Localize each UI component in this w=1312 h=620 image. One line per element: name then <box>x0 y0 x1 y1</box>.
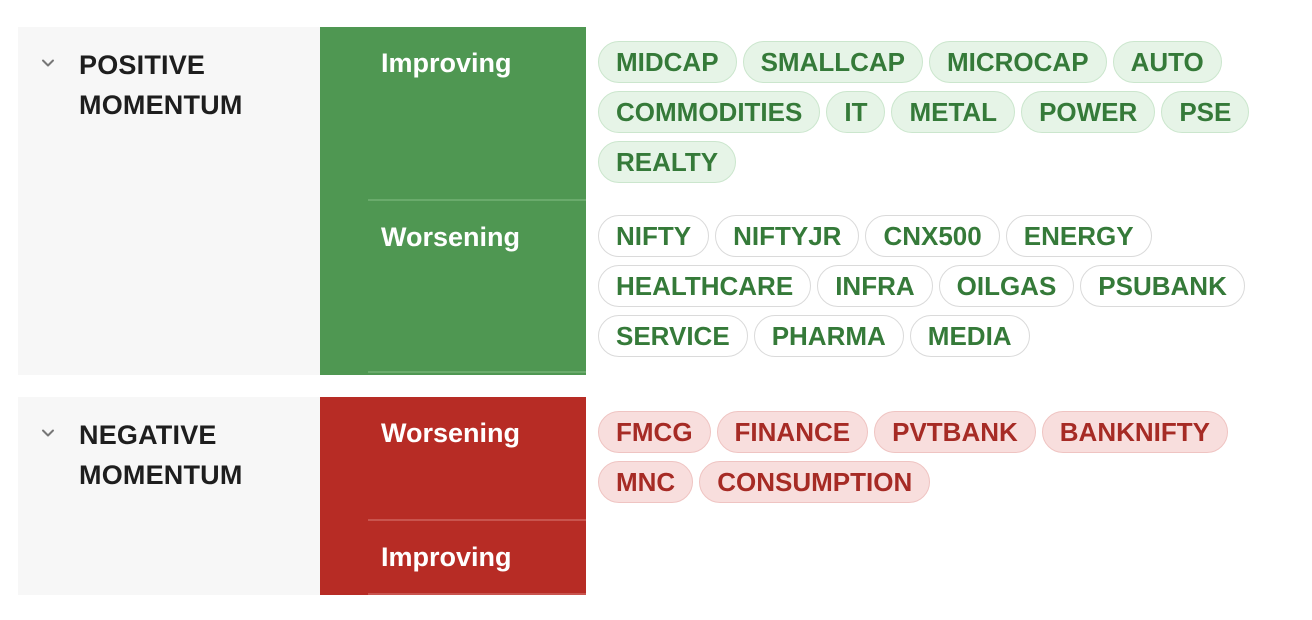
sector-chip[interactable]: PSE <box>1161 91 1250 133</box>
group-label: Worsening <box>381 222 521 252</box>
section-title: NEGATIVE MOMENTUM <box>79 415 243 495</box>
section-title-line2: MOMENTUM <box>79 460 243 490</box>
positive-momentum-header[interactable]: POSITIVE MOMENTUM <box>18 27 320 375</box>
negative-momentum-section: NEGATIVE MOMENTUM Worsening Improving <box>18 397 586 595</box>
chevron-down-icon[interactable] <box>40 425 56 441</box>
sector-chip[interactable]: MICROCAP <box>929 41 1107 83</box>
sector-chip[interactable]: PVTBANK <box>874 411 1036 453</box>
sector-chip[interactable]: INFRA <box>817 265 933 307</box>
sector-chip[interactable]: FMCG <box>598 411 711 453</box>
sector-chip[interactable]: SMALLCAP <box>742 41 923 83</box>
sector-chip[interactable]: NIFTYJR <box>715 215 860 257</box>
section-title-line2: MOMENTUM <box>79 90 243 120</box>
sector-chip[interactable]: BANKNIFTY <box>1041 411 1228 453</box>
section-title: POSITIVE MOMENTUM <box>79 45 243 125</box>
sector-chip[interactable]: NIFTY <box>598 215 710 257</box>
sector-chip[interactable]: IT <box>826 91 886 133</box>
sector-chip[interactable]: METAL <box>891 91 1016 133</box>
sector-chip[interactable]: SERVICE <box>598 315 748 357</box>
sector-chip[interactable]: HEALTHCARE <box>598 265 812 307</box>
sector-chip[interactable]: PSUBANK <box>1080 265 1245 307</box>
sector-chip[interactable]: CONSUMPTION <box>699 461 931 503</box>
group-divider <box>368 371 586 373</box>
sector-chip[interactable]: FINANCE <box>716 411 869 453</box>
group-worsening: Worsening <box>320 201 586 375</box>
group-divider <box>368 199 586 201</box>
section-title-line1: NEGATIVE <box>79 420 217 450</box>
group-label: Worsening <box>381 418 521 448</box>
group-worsening: Worsening <box>320 397 586 521</box>
negative-momentum-header[interactable]: NEGATIVE MOMENTUM <box>18 397 320 595</box>
sector-chip[interactable]: CNX500 <box>865 215 1000 257</box>
sector-chip[interactable]: POWER <box>1021 91 1156 133</box>
group-divider <box>368 519 586 521</box>
sector-chip[interactable]: MNC <box>598 461 694 503</box>
positive-momentum-section: POSITIVE MOMENTUM Improving Worsening <box>18 27 586 375</box>
sector-chip[interactable]: MEDIA <box>909 315 1030 357</box>
chip-list: MIDCAP SMALLCAP MICROCAP AUTO COMMODITIES IT M… <box>598 41 1298 183</box>
group-label: Improving <box>381 48 512 78</box>
sector-chip[interactable]: MIDCAP <box>598 41 737 83</box>
group-divider <box>368 593 586 595</box>
group-improving: Improving <box>320 27 586 201</box>
section-title-line1: POSITIVE <box>79 50 206 80</box>
sector-chip[interactable]: REALTY <box>598 141 737 183</box>
group-label: Improving <box>381 542 512 572</box>
sector-chip[interactable]: OILGAS <box>938 265 1075 307</box>
sector-chip[interactable]: COMMODITIES <box>598 91 821 133</box>
chip-list: FMCG FINANCE PVTBANK BANKNIFTY MNC CONSUMPTIO… <box>598 411 1298 503</box>
chevron-down-icon[interactable] <box>40 55 56 71</box>
positive-groups-column: Improving Worsening <box>320 27 586 375</box>
sector-chip[interactable]: AUTO <box>1112 41 1222 83</box>
sector-chip[interactable]: PHARMA <box>753 315 904 357</box>
negative-groups-column: Worsening Improving <box>320 397 586 595</box>
group-improving: Improving <box>320 521 586 595</box>
sector-chip[interactable]: ENERGY <box>1005 215 1152 257</box>
chip-list: NIFTY NIFTYJR CNX500 ENERGY HEALTHCARE INFRA O… <box>598 215 1298 357</box>
